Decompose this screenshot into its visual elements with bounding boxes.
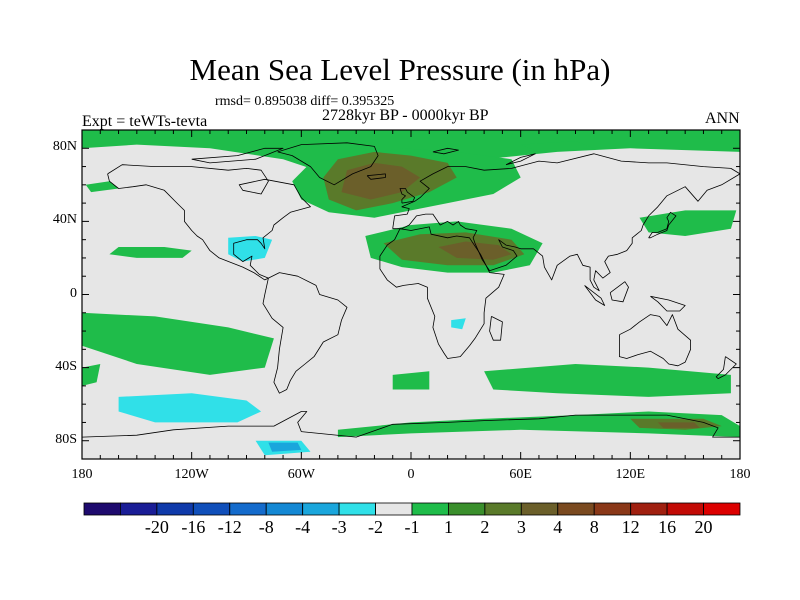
y-tick-label: 40N xyxy=(52,212,77,228)
colorbar-label: -8 xyxy=(258,517,274,537)
colorbar-label: -3 xyxy=(331,517,347,537)
colorbar-label: 4 xyxy=(553,517,563,537)
coastline-africa xyxy=(379,226,505,359)
coastline-north-america xyxy=(107,164,311,281)
x-tick-label: 60E xyxy=(509,467,532,482)
x-tick-label: 120W xyxy=(174,467,209,482)
contour-region-gulf-of-mexico-negative xyxy=(228,236,273,262)
colorbar-label: 3 xyxy=(516,517,526,537)
y-tick-label: 80S xyxy=(55,431,77,447)
colorbar-label: 2 xyxy=(480,517,490,537)
coastline-madagascar xyxy=(489,316,503,341)
axis-ticks xyxy=(81,130,741,459)
colorbar-label: 1 xyxy=(443,517,453,537)
season-label: ANN xyxy=(705,110,740,127)
colorbar-swatch xyxy=(156,502,194,516)
colorbar-swatch xyxy=(666,502,704,516)
statistics-label: rmsd= 0.895038 diff= 0.395325 xyxy=(215,94,395,109)
coastline-novaya-zemlya xyxy=(505,153,536,166)
coastline-antarctica xyxy=(82,411,740,438)
contour-region-southern-ocean-west-positive xyxy=(392,371,430,390)
colorbar-label: -4 xyxy=(295,517,311,537)
x-tick-label: 180 xyxy=(729,467,751,482)
contour-region-arabia-center xyxy=(438,241,512,260)
colorbar-swatch xyxy=(375,502,413,516)
plot-title: Mean Sea Level Pressure (in hPa) xyxy=(189,52,611,87)
colorbar-label: -12 xyxy=(217,517,242,537)
colorbar-swatch xyxy=(557,502,595,516)
x-tick-label: 60W xyxy=(287,467,315,482)
contour-region-antarctic-west-deep xyxy=(268,442,302,452)
colorbar-swatch xyxy=(593,502,632,516)
contour-region-north-pacific-small-positive xyxy=(85,181,119,193)
x-tick-label: 120E xyxy=(615,467,646,482)
contour-region-south-pacific-tip-positive xyxy=(82,364,101,386)
coastline-iceland xyxy=(366,173,386,180)
colorbar-swatch xyxy=(338,502,376,516)
period-label: 2728kyr BP - 0000kyr BP xyxy=(322,107,489,124)
colorbar-swatch xyxy=(703,502,741,516)
colorbar-label: 8 xyxy=(589,517,599,537)
coastline-svalbard xyxy=(432,147,459,155)
contour-region-siberia-small-positive xyxy=(520,141,594,152)
contour-region-south-pacific-positive xyxy=(82,312,274,375)
coastline-south-america xyxy=(262,272,348,394)
contour-region-antarctic-coast-positive xyxy=(337,411,740,438)
coastline-japan xyxy=(648,211,677,239)
coastline-layer xyxy=(82,142,740,438)
colorbar-swatch xyxy=(447,502,486,516)
colorbar-swatch xyxy=(192,502,231,516)
contour-region-africa-small-negative xyxy=(451,318,466,330)
coastline-great-britain xyxy=(399,188,416,204)
coastline-new-zealand xyxy=(715,356,737,380)
colorbar-swatch xyxy=(484,502,522,516)
contour-region-antarctic-east-center xyxy=(657,422,700,428)
experiment-label: Expt = teWTs-tevta xyxy=(82,113,208,130)
y-tick-label: 40S xyxy=(55,358,77,374)
colorbar-swatch xyxy=(83,502,121,516)
colorbar-label: -1 xyxy=(404,517,420,537)
x-tick-label: 0 xyxy=(407,467,415,482)
contour-region-tropical-pacific-strip-positive xyxy=(109,247,192,258)
colorbar-label: -20 xyxy=(144,517,169,537)
x-tick-label: 180 xyxy=(71,467,93,482)
colorbar-swatch xyxy=(120,502,158,516)
coastline-new-guinea xyxy=(650,295,686,312)
colorbar-swatch xyxy=(630,502,668,516)
coastline-borneo xyxy=(609,281,629,303)
colorbar-swatch xyxy=(520,502,559,516)
colorbar-label: 16 xyxy=(658,517,677,537)
colorbar-label: 12 xyxy=(621,517,640,537)
y-tick-label: 0 xyxy=(70,285,77,301)
colorbar-swatch xyxy=(302,502,340,516)
coastline-arctic-islands xyxy=(191,147,284,164)
coastline-greenland xyxy=(277,142,379,186)
coastline-sumatra xyxy=(584,285,606,306)
coastline-australia xyxy=(619,314,691,367)
contour-region-southern-ocean-east-positive xyxy=(484,364,731,397)
coastline-eurasia xyxy=(392,153,740,292)
y-tick-label: 80N xyxy=(52,139,77,155)
colorbar-swatch xyxy=(411,502,449,516)
colorbar-swatch xyxy=(229,502,267,516)
contour-fill-layer xyxy=(82,130,740,456)
contour-region-south-pacific-negative xyxy=(118,393,262,423)
colorbar-label: -2 xyxy=(368,517,384,537)
colorbar-label: -16 xyxy=(181,517,206,537)
colorbar-swatch xyxy=(265,502,304,516)
colorbar-label: 20 xyxy=(694,517,713,537)
